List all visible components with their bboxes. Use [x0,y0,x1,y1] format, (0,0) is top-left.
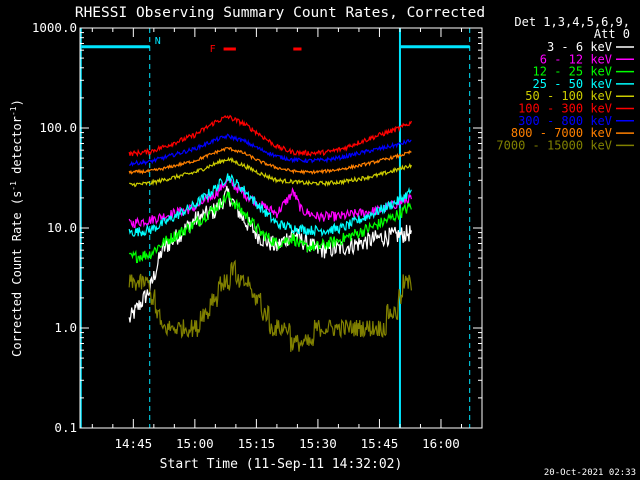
series-line [128,114,412,158]
legend-label: 100 - 300 keV [518,102,612,116]
y-label-close: ) [10,99,24,106]
series-line [128,191,412,264]
legend-header-line2: Att 0 [594,27,630,41]
series-line [128,146,412,176]
y-tick-label: 10.0 [47,220,77,235]
y-label-mid: detector [10,116,24,181]
series-line [128,173,412,238]
y-tick-label: 100.0 [39,120,77,135]
y-label-main: Corrected Count Rate (s [10,191,24,357]
legend-label: 7000 - 15000 keV [496,138,612,152]
legend-label: 800 - 7000 keV [511,126,612,140]
legend-label: 25 - 50 keV [533,77,612,91]
legend-label: 12 - 25 keV [533,65,612,79]
x-tick-label: 15:15 [238,436,276,451]
chart-title: RHESSI Observing Summary Count Rates, Co… [75,5,485,21]
y-axis-label: Corrected Count Rate (s-1 detector-1) [9,99,24,357]
y-tick-label: 0.1 [54,420,77,435]
x-tick-label: 16:00 [422,436,460,451]
legend-label: 300 - 800 keV [518,114,612,128]
x-tick-label: 15:45 [361,436,399,451]
legend-label: 3 - 6 keV [547,40,612,54]
y-tick-label: 1.0 [54,320,77,335]
x-tick-label: 15:00 [176,436,214,451]
x-tick-label: 15:30 [299,436,337,451]
series-layer [128,114,412,352]
y-tick-label: 1000.0 [32,20,77,35]
y-label-exp1: -1 [9,181,18,191]
axis-layer: 0.1 1.0 10.0 100.0 1000.0 14:45 15:00 15:15 15:3… [32,20,483,451]
series-line [128,133,412,167]
series-line [128,185,412,323]
x-axis-label: Start Time (11-Sep-11 14:32:02) [160,457,403,472]
legend-label: 6 - 12 keV [540,52,612,66]
night-marker-label: N [155,36,161,47]
render-timestamp: 20-Oct-2021 02:33 [544,468,636,478]
series-line [129,156,412,188]
y-label-exp2: -1 [9,106,18,116]
x-tick-label: 14:45 [115,436,153,451]
legend-header-line1: Det 1,3,4,5,6,9, [514,15,630,29]
flare-marker-label: F [210,44,216,55]
legend-label: 50 - 100 keV [525,89,612,103]
series-line [128,259,412,352]
